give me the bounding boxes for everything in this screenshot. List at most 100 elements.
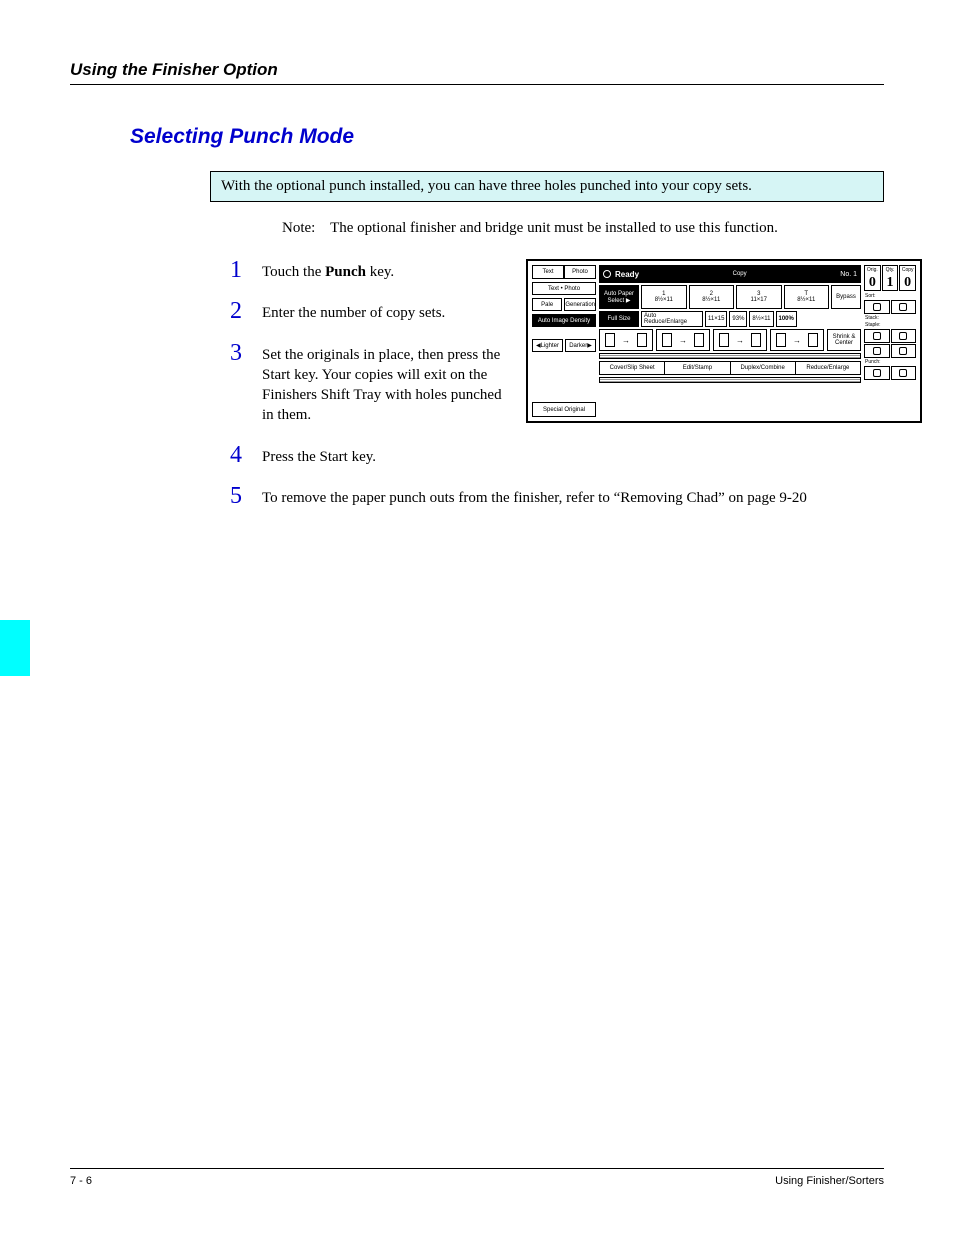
step-text: Set the originals in place, then press t… bbox=[262, 342, 510, 426]
copier-touchscreen-panel: Text Photo Text • Photo Pale Generation … bbox=[526, 259, 922, 423]
opt-punch-1[interactable] bbox=[864, 366, 890, 380]
opt-sort-1[interactable] bbox=[864, 300, 890, 314]
btn-full-size[interactable]: Full Size bbox=[599, 311, 639, 327]
option-icon bbox=[873, 369, 881, 377]
btn-auto-reduce-enlarge[interactable]: Auto Reduce/Enlarge bbox=[641, 311, 703, 327]
btn-pale[interactable]: Pale bbox=[532, 298, 562, 311]
label-sort: Sort: bbox=[864, 293, 916, 299]
page-icon bbox=[605, 333, 615, 347]
step-number: 2 bbox=[230, 298, 242, 324]
status-job: No. 1 bbox=[840, 271, 857, 278]
opt-staple-3[interactable] bbox=[864, 344, 890, 358]
tray-3[interactable]: 311×17 bbox=[736, 285, 782, 309]
tab-reduce-enlarge[interactable]: Reduce/Enlarge bbox=[796, 362, 860, 374]
page-icon bbox=[694, 333, 704, 347]
step-3: 3 Set the originals in place, then press… bbox=[230, 342, 510, 426]
opt-staple-1[interactable] bbox=[864, 329, 890, 343]
counter-orig: Orig. 0 bbox=[864, 265, 881, 291]
section-title: Selecting Punch Mode bbox=[130, 125, 884, 149]
tab-photo[interactable]: Photo bbox=[564, 265, 596, 279]
option-icon bbox=[899, 347, 907, 355]
footer-title: Using Finisher/Sorters bbox=[775, 1175, 884, 1187]
btn-auto-paper-select[interactable]: Auto Paper Select ▶ bbox=[599, 285, 639, 309]
bottom-tab-row: Cover/Slip Sheet Edit/Stamp Duplex/Combi… bbox=[599, 361, 861, 375]
counter-copy: Copy 0 bbox=[899, 265, 916, 291]
tray-bypass[interactable]: Bypass bbox=[831, 285, 861, 309]
tab-duplex-combine[interactable]: Duplex/Combine bbox=[731, 362, 796, 374]
ratio-preset-1[interactable]: 11×15 bbox=[705, 311, 727, 327]
status-ready: Ready bbox=[615, 270, 639, 279]
status-bar: Ready Copy No. 1 bbox=[599, 265, 861, 283]
layout-group-4[interactable]: → bbox=[770, 329, 824, 351]
page-number: 7 - 6 bbox=[70, 1175, 92, 1187]
step-text-fragment: key. bbox=[366, 264, 394, 280]
opt-sort-2[interactable] bbox=[891, 300, 917, 314]
page-icon bbox=[776, 333, 786, 347]
step-4: 4 Press the Start key. bbox=[230, 444, 884, 467]
tray-2[interactable]: 28½×11 bbox=[689, 285, 735, 309]
btn-shrink-center[interactable]: Shrink & Center bbox=[827, 329, 861, 351]
option-icon bbox=[873, 347, 881, 355]
layout-group-1[interactable]: → bbox=[599, 329, 653, 351]
option-icon bbox=[899, 303, 907, 311]
step-text: To remove the paper punch outs from the … bbox=[262, 485, 884, 508]
btn-auto-image-density[interactable]: Auto Image Density bbox=[532, 314, 596, 327]
panel-main-column: Ready Copy No. 1 Auto Paper Select ▶ 18½… bbox=[599, 265, 861, 417]
page-icon bbox=[637, 333, 647, 347]
step-number: 3 bbox=[230, 340, 242, 366]
value: 0 bbox=[869, 277, 876, 289]
step-text: Press the Start key. bbox=[262, 444, 884, 467]
btn-darker[interactable]: Darker▶ bbox=[565, 339, 596, 352]
note-text: The optional finisher and bridge unit mu… bbox=[330, 220, 778, 236]
tray-size: 11×17 bbox=[751, 297, 767, 303]
step-5: 5 To remove the paper punch outs from th… bbox=[230, 485, 884, 508]
btn-special-original[interactable]: Special Original bbox=[532, 402, 596, 417]
tray-1[interactable]: 18½×11 bbox=[641, 285, 687, 309]
btn-generation[interactable]: Generation bbox=[564, 298, 596, 311]
btn-text-photo[interactable]: Text • Photo bbox=[532, 282, 596, 295]
layout-group-2[interactable]: → bbox=[656, 329, 710, 351]
label: Copy bbox=[902, 267, 914, 273]
header-rule bbox=[70, 84, 884, 85]
layout-icons-row: → → → → Shrink & Center bbox=[599, 329, 861, 351]
layout-group-3[interactable]: → bbox=[713, 329, 767, 351]
opt-punch-2[interactable] bbox=[891, 366, 917, 380]
tab-cover-slip[interactable]: Cover/Slip Sheet bbox=[600, 362, 665, 374]
option-icon bbox=[899, 332, 907, 340]
panel-right-column: Orig. 0 Qty. 1 Copy 0 Sort: Stack: bbox=[864, 265, 916, 417]
counter-row: Orig. 0 Qty. 1 Copy 0 bbox=[864, 265, 916, 291]
tab-edit-stamp[interactable]: Edit/Stamp bbox=[665, 362, 730, 374]
arrow-icon: → bbox=[622, 336, 630, 345]
page: Using the Finisher Option Selecting Punc… bbox=[0, 0, 954, 1235]
tray-size: 8½×11 bbox=[797, 297, 815, 303]
arrow-icon: → bbox=[679, 336, 687, 345]
label: Bypass bbox=[836, 294, 856, 300]
footer-rule bbox=[70, 1168, 884, 1169]
label-100pct: 100% bbox=[776, 311, 797, 327]
ratio-preset-2[interactable]: 8½×11 bbox=[749, 311, 773, 327]
arrow-icon: → bbox=[793, 336, 801, 345]
opt-staple-4[interactable] bbox=[891, 344, 917, 358]
step-text-fragment: Touch the bbox=[262, 264, 325, 280]
tray-t[interactable]: T8½×11 bbox=[784, 285, 830, 309]
btn-lighter[interactable]: ◀Lighter bbox=[532, 339, 563, 352]
value: 0 bbox=[904, 277, 911, 289]
separator-hatch bbox=[599, 353, 861, 359]
step-1: 1 Touch the Punch key. bbox=[230, 259, 510, 282]
arrow-icon: → bbox=[736, 336, 744, 345]
option-icon bbox=[873, 332, 881, 340]
opt-staple-2[interactable] bbox=[891, 329, 917, 343]
tab-text[interactable]: Text bbox=[532, 265, 564, 279]
ratio-value[interactable]: 93% bbox=[729, 311, 747, 327]
note-line: Note: The optional finisher and bridge u… bbox=[282, 220, 884, 237]
label: 11×15 bbox=[708, 316, 724, 322]
callout-text: With the optional punch installed, you c… bbox=[221, 178, 752, 194]
footer: 7 - 6 Using Finisher/Sorters bbox=[70, 1175, 884, 1187]
option-icon bbox=[873, 303, 881, 311]
separator-hatch bbox=[599, 377, 861, 383]
tray-size: 8½×11 bbox=[702, 297, 720, 303]
label: Select ▶ bbox=[608, 297, 631, 304]
step-number: 4 bbox=[230, 442, 242, 468]
ready-icon bbox=[603, 270, 611, 278]
step-number: 5 bbox=[230, 483, 242, 509]
